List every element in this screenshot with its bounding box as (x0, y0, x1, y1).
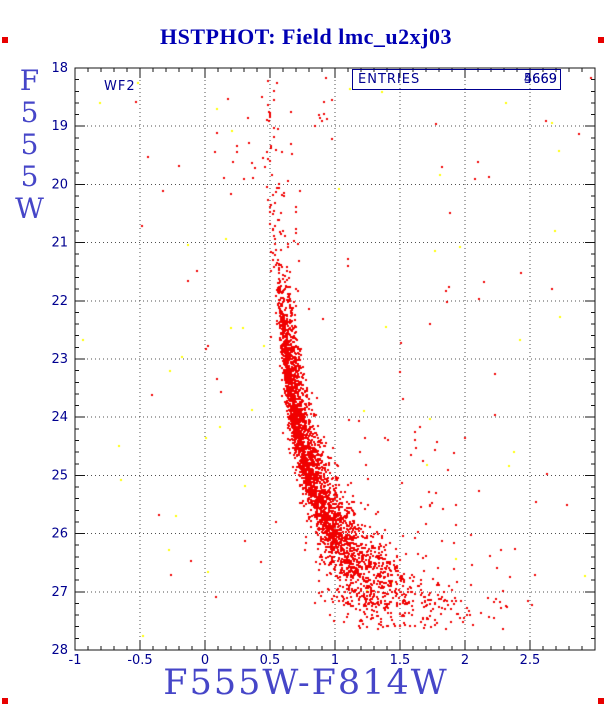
entries-value-overprint: 4669 (523, 72, 557, 87)
entries-label: ENTRIES (358, 72, 421, 87)
x-axis-label: F555W-F814W (163, 663, 449, 703)
chip-label: WF2 (104, 79, 136, 94)
y-axis-label: F555W (13, 64, 46, 224)
entries-value: 5669 (523, 72, 557, 87)
entries-box: ENTRIES 5669 4669 (352, 69, 561, 90)
